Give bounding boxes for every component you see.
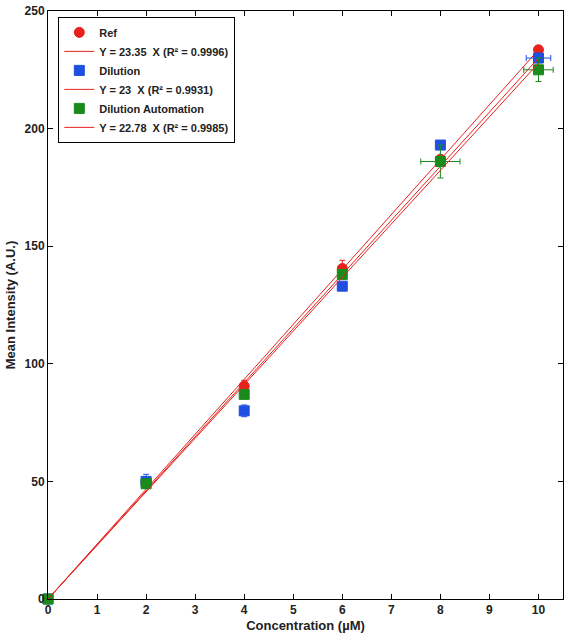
svg-text:5: 5 xyxy=(290,603,297,617)
svg-text:8: 8 xyxy=(437,603,444,617)
svg-text:Dilution Automation: Dilution Automation xyxy=(99,103,204,115)
svg-text:Mean Intensity (A.U.): Mean Intensity (A.U.) xyxy=(3,241,18,370)
svg-text:9: 9 xyxy=(486,603,493,617)
svg-text:3: 3 xyxy=(192,603,199,617)
svg-text:200: 200 xyxy=(25,122,45,136)
svg-text:Y = 22.78 X (R² = 0.9985): Y = 22.78 X (R² = 0.9985) xyxy=(99,122,228,134)
svg-text:7: 7 xyxy=(388,603,395,617)
svg-text:6: 6 xyxy=(339,603,346,617)
svg-text:250: 250 xyxy=(25,4,45,18)
svg-text:10: 10 xyxy=(532,603,546,617)
svg-text:Y = 23.35 X (R² = 0.9996): Y = 23.35 X (R² = 0.9996) xyxy=(99,46,228,58)
svg-text:Y = 23 X (R² = 0.9931): Y = 23 X (R² = 0.9931) xyxy=(99,84,213,96)
svg-text:Concentration (µM): Concentration (µM) xyxy=(246,618,365,633)
svg-text:0: 0 xyxy=(45,603,52,617)
svg-text:150: 150 xyxy=(25,239,45,253)
svg-text:100: 100 xyxy=(25,357,45,371)
svg-text:Dilution: Dilution xyxy=(99,65,140,77)
svg-text:50: 50 xyxy=(31,475,45,489)
svg-text:0: 0 xyxy=(38,592,45,606)
svg-text:4: 4 xyxy=(241,603,248,617)
svg-text:2: 2 xyxy=(143,603,150,617)
svg-text:Ref: Ref xyxy=(99,27,117,39)
svg-text:1: 1 xyxy=(94,603,101,617)
